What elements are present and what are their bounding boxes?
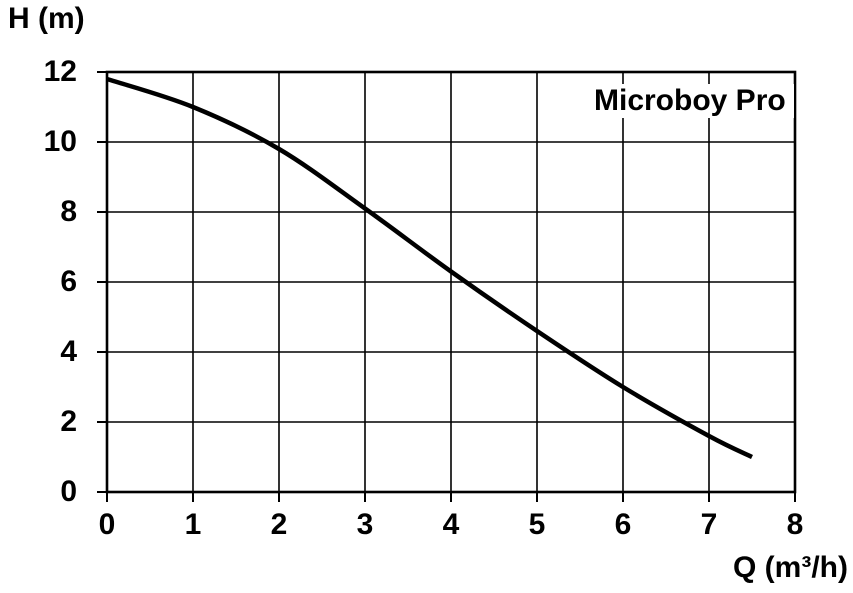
x-tick-label: 4 <box>442 508 460 541</box>
x-tick-label: 5 <box>528 508 546 541</box>
y-axis-title: H (m) <box>8 2 85 35</box>
x-tick-label: 0 <box>98 508 116 541</box>
y-tick-label: 4 <box>60 335 77 368</box>
plot-border <box>105 70 797 494</box>
x-tick-label: 7 <box>700 508 718 541</box>
y-tick-label: 12 <box>43 55 77 88</box>
y-tick-label: 10 <box>43 125 77 158</box>
x-tick-label: 8 <box>786 508 804 541</box>
y-tick-label: 2 <box>60 405 77 438</box>
x-axis-title: Q (m³/h) <box>733 551 848 584</box>
y-tick-label: 8 <box>60 195 77 228</box>
x-tick-label: 3 <box>356 508 374 541</box>
performance-curve <box>106 76 753 460</box>
y-tick-label: 0 <box>60 475 77 508</box>
x-tick-label: 1 <box>184 508 202 541</box>
series-label: Microboy Pro <box>586 84 794 118</box>
y-tick-label: 6 <box>60 265 77 298</box>
x-tick-label: 6 <box>614 508 632 541</box>
x-tick-label: 2 <box>270 508 288 541</box>
